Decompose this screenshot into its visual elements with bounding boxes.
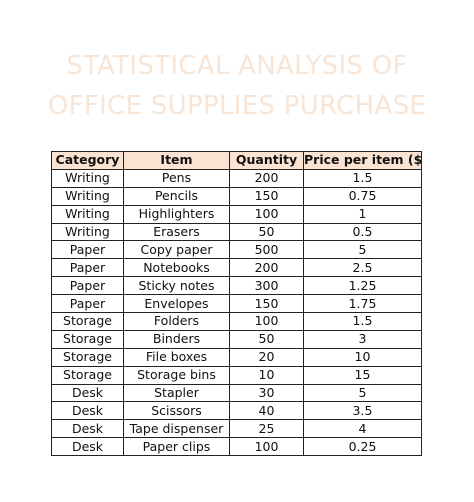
cell-item: Notebooks	[123, 258, 230, 278]
table-row: Writing Pens 200 1.5	[51, 168, 422, 188]
cell-category: Storage	[51, 347, 124, 367]
cell-price: 1.5	[303, 312, 422, 331]
cell-quantity: 150	[229, 294, 304, 314]
cell-quantity: 10	[229, 365, 304, 385]
table-row: Desk Tape dispenser 25 4	[51, 419, 422, 439]
table-row: Storage Binders 50 3	[51, 329, 422, 349]
cell-category: Paper	[51, 276, 124, 296]
cell-item: Erasers	[123, 222, 230, 242]
cell-item: Pencils	[123, 186, 230, 206]
cell-quantity: 100	[229, 312, 304, 331]
table-row: Storage Folders 100 1.5	[51, 312, 422, 331]
cell-item: File boxes	[123, 347, 230, 367]
cell-category: Writing	[51, 204, 124, 224]
page-title-line-2: OFFICE SUPPLIES PURCHASE	[47, 91, 427, 121]
cell-quantity: 20	[229, 347, 304, 367]
cell-item: Sticky notes	[123, 276, 230, 296]
cell-category: Desk	[51, 383, 124, 403]
cell-price: 3	[303, 329, 422, 349]
table-row: Storage Storage bins 10 15	[51, 365, 422, 385]
header-category: Category	[51, 151, 124, 170]
cell-category: Writing	[51, 168, 124, 188]
cell-price: 1.25	[303, 276, 422, 296]
cell-category: Storage	[51, 312, 124, 331]
purchase-table: Category Item Quantity Price per item ($…	[51, 151, 422, 457]
cell-quantity: 300	[229, 276, 304, 296]
table-header-row: Category Item Quantity Price per item ($…	[51, 151, 422, 170]
cell-item: Pens	[123, 168, 230, 188]
cell-quantity: 500	[229, 240, 304, 260]
cell-price: 1.75	[303, 294, 422, 314]
cell-quantity: 150	[229, 186, 304, 206]
header-price: Price per item ($)	[303, 151, 422, 170]
cell-price: 15	[303, 365, 422, 385]
table-row: Paper Copy paper 500 5	[51, 240, 422, 260]
cell-category: Storage	[51, 329, 124, 349]
cell-item: Binders	[123, 329, 230, 349]
cell-item: Highlighters	[123, 204, 230, 224]
cell-quantity: 50	[229, 329, 304, 349]
cell-quantity: 100	[229, 204, 304, 224]
cell-item: Folders	[123, 312, 230, 331]
page-title-line-1: STATISTICAL ANALYSIS OF	[66, 51, 408, 81]
cell-price: 0.5	[303, 222, 422, 242]
cell-category: Storage	[51, 365, 124, 385]
cell-quantity: 30	[229, 383, 304, 403]
header-item: Item	[123, 151, 230, 170]
table-row: Writing Highlighters 100 1	[51, 204, 422, 224]
cell-category: Writing	[51, 222, 124, 242]
table-row: Paper Envelopes 150 1.75	[51, 294, 422, 314]
cell-price: 2.5	[303, 258, 422, 278]
cell-item: Copy paper	[123, 240, 230, 260]
cell-category: Paper	[51, 240, 124, 260]
cell-quantity: 200	[229, 168, 304, 188]
cell-price: 0.75	[303, 186, 422, 206]
cell-price: 0.25	[303, 437, 422, 457]
table-row: Writing Pencils 150 0.75	[51, 186, 422, 206]
table-row: Storage File boxes 20 10	[51, 347, 422, 367]
cell-price: 4	[303, 419, 422, 439]
header-quantity: Quantity	[229, 151, 304, 170]
table-row: Paper Notebooks 200 2.5	[51, 258, 422, 278]
cell-quantity: 40	[229, 401, 304, 421]
cell-price: 1	[303, 204, 422, 224]
table-row: Paper Sticky notes 300 1.25	[51, 276, 422, 296]
table-row: Desk Stapler 30 5	[51, 383, 422, 403]
cell-price: 5	[303, 383, 422, 403]
table-row: Writing Erasers 50 0.5	[51, 222, 422, 242]
table-row: Desk Scissors 40 3.5	[51, 401, 422, 421]
cell-item: Stapler	[123, 383, 230, 403]
cell-category: Desk	[51, 419, 124, 439]
cell-quantity: 200	[229, 258, 304, 278]
cell-quantity: 50	[229, 222, 304, 242]
cell-category: Desk	[51, 401, 124, 421]
cell-category: Paper	[51, 294, 124, 314]
cell-item: Envelopes	[123, 294, 230, 314]
cell-quantity: 100	[229, 437, 304, 457]
cell-quantity: 25	[229, 419, 304, 439]
cell-item: Scissors	[123, 401, 230, 421]
cell-price: 5	[303, 240, 422, 260]
cell-item: Tape dispenser	[123, 419, 230, 439]
cell-category: Writing	[51, 186, 124, 206]
cell-category: Paper	[51, 258, 124, 278]
cell-item: Storage bins	[123, 365, 230, 385]
table-row: Desk Paper clips 100 0.25	[51, 437, 422, 457]
cell-category: Desk	[51, 437, 124, 457]
cell-price: 1.5	[303, 168, 422, 188]
cell-item: Paper clips	[123, 437, 230, 457]
cell-price: 3.5	[303, 401, 422, 421]
cell-price: 10	[303, 347, 422, 367]
